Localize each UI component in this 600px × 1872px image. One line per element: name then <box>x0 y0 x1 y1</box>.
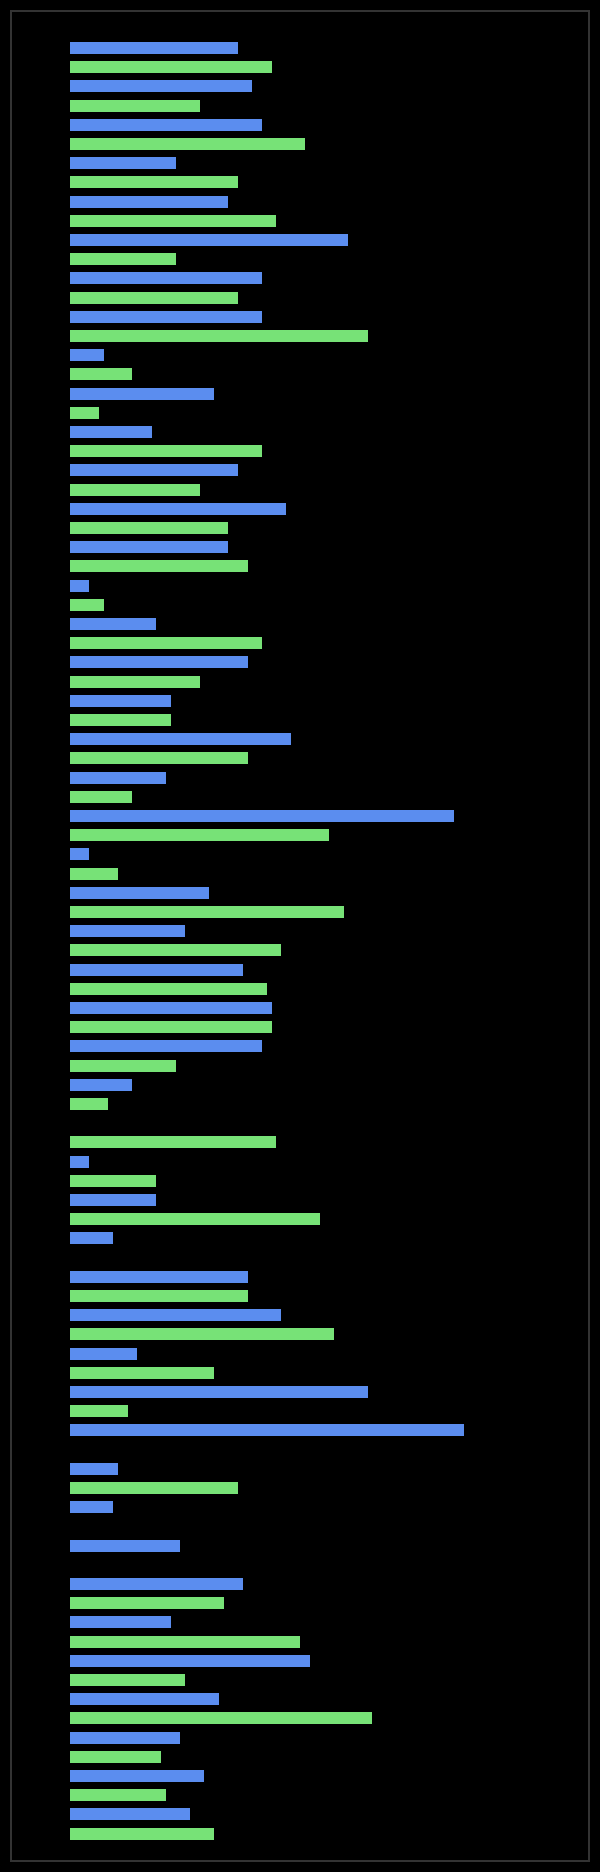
bar-88 <box>70 1732 180 1744</box>
bar-72 <box>70 1424 464 1436</box>
bar-83 <box>70 1636 300 1648</box>
bar-44 <box>70 887 209 899</box>
bar-59 <box>70 1175 156 1187</box>
bar-52 <box>70 1040 262 1052</box>
bar-67 <box>70 1328 334 1340</box>
bar-66 <box>70 1309 281 1321</box>
bar-35 <box>70 714 171 726</box>
bar-54 <box>70 1079 132 1091</box>
bar-61 <box>70 1213 320 1225</box>
bar-34 <box>70 695 171 707</box>
bar-9 <box>70 215 276 227</box>
bar-12 <box>70 272 262 284</box>
bar-2 <box>70 80 252 92</box>
bar-31 <box>70 637 262 649</box>
bar-80 <box>70 1578 243 1590</box>
bar-14 <box>70 311 262 323</box>
bar-42 <box>70 848 89 860</box>
bar-69 <box>70 1367 214 1379</box>
bar-46 <box>70 925 185 937</box>
bar-50 <box>70 1002 272 1014</box>
bar-36 <box>70 733 291 745</box>
bar-51 <box>70 1021 272 1033</box>
bar-6 <box>70 157 176 169</box>
bar-29 <box>70 599 104 611</box>
bar-16 <box>70 349 104 361</box>
bar-7 <box>70 176 238 188</box>
bar-38 <box>70 772 166 784</box>
bar-4 <box>70 119 262 131</box>
bar-3 <box>70 100 200 112</box>
bar-24 <box>70 503 286 515</box>
bar-26 <box>70 541 228 553</box>
bar-17 <box>70 368 132 380</box>
bar-62 <box>70 1232 113 1244</box>
bar-18 <box>70 388 214 400</box>
bar-47 <box>70 944 281 956</box>
bar-84 <box>70 1655 310 1667</box>
bar-81 <box>70 1597 224 1609</box>
bar-86 <box>70 1693 219 1705</box>
bar-33 <box>70 676 200 688</box>
bar-11 <box>70 253 176 265</box>
bar-23 <box>70 484 200 496</box>
bar-75 <box>70 1482 238 1494</box>
bar-64 <box>70 1271 248 1283</box>
bar-65 <box>70 1290 248 1302</box>
bar-25 <box>70 522 228 534</box>
bar-13 <box>70 292 238 304</box>
bar-30 <box>70 618 156 630</box>
bar-89 <box>70 1751 161 1763</box>
bar-87 <box>70 1712 372 1724</box>
bar-78 <box>70 1540 180 1552</box>
bar-90 <box>70 1770 204 1782</box>
bar-21 <box>70 445 262 457</box>
bar-82 <box>70 1616 171 1628</box>
bar-70 <box>70 1386 368 1398</box>
bar-22 <box>70 464 238 476</box>
bar-27 <box>70 560 248 572</box>
bar-41 <box>70 829 329 841</box>
bar-58 <box>70 1156 89 1168</box>
bar-0 <box>70 42 238 54</box>
bar-28 <box>70 580 89 592</box>
bar-15 <box>70 330 368 342</box>
bar-60 <box>70 1194 156 1206</box>
bar-85 <box>70 1674 185 1686</box>
bar-37 <box>70 752 248 764</box>
bar-19 <box>70 407 99 419</box>
bar-48 <box>70 964 243 976</box>
bar-40 <box>70 810 454 822</box>
bar-91 <box>70 1789 166 1801</box>
bar-55 <box>70 1098 108 1110</box>
bar-39 <box>70 791 132 803</box>
bar-93 <box>70 1828 214 1840</box>
bar-49 <box>70 983 267 995</box>
bar-1 <box>70 61 272 73</box>
bar-92 <box>70 1808 190 1820</box>
bar-10 <box>70 234 348 246</box>
bar-8 <box>70 196 228 208</box>
bar-5 <box>70 138 305 150</box>
bar-53 <box>70 1060 176 1072</box>
bar-74 <box>70 1463 118 1475</box>
bar-57 <box>70 1136 276 1148</box>
bar-20 <box>70 426 152 438</box>
bar-45 <box>70 906 344 918</box>
bar-71 <box>70 1405 128 1417</box>
bar-76 <box>70 1501 113 1513</box>
bar-32 <box>70 656 248 668</box>
bar-chart <box>70 42 550 1830</box>
bar-68 <box>70 1348 137 1360</box>
bar-43 <box>70 868 118 880</box>
